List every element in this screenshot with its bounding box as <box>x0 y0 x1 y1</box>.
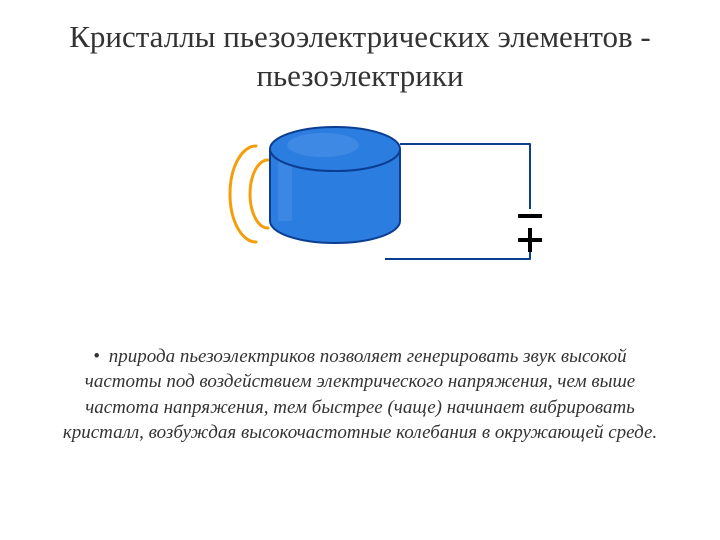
description-text: природа пьезоэлектриков позволяет генери… <box>63 346 657 444</box>
piezo-diagram <box>160 114 560 314</box>
diagram-area <box>0 114 720 314</box>
bullet: • <box>93 346 100 367</box>
description-block: • природа пьезоэлектриков позволяет гене… <box>0 314 720 447</box>
slide-title: Кристаллы пьезоэлектрических элементов -… <box>0 0 720 106</box>
